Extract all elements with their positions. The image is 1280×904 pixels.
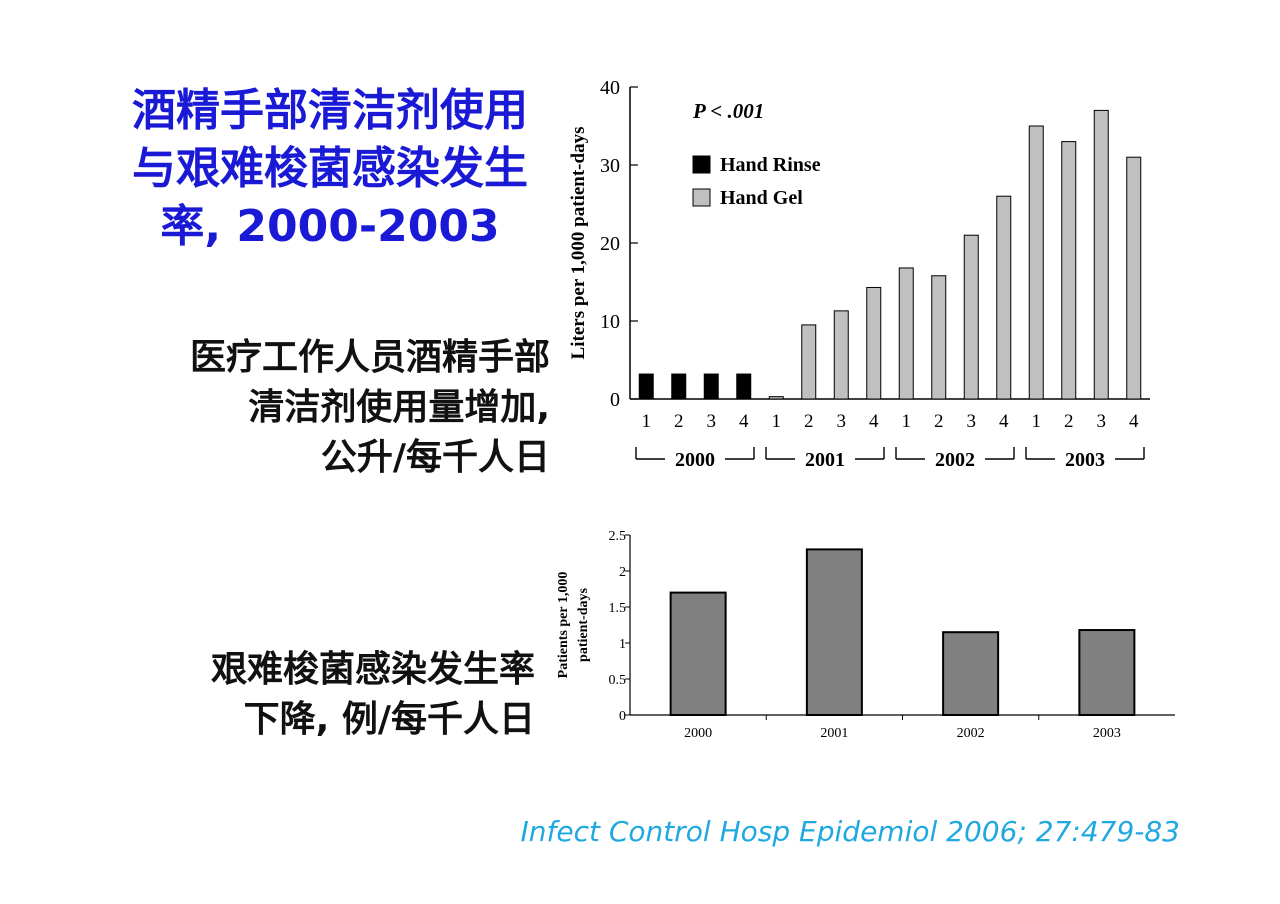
year-label: 2000 bbox=[675, 449, 715, 471]
infection-bar bbox=[805, 548, 863, 717]
hand-gel-bar bbox=[801, 324, 817, 400]
quarter-label: 4 bbox=[1129, 411, 1139, 432]
infection-bar bbox=[942, 631, 1000, 716]
hand-gel-bar bbox=[931, 275, 947, 400]
hand-rinse-bar bbox=[638, 373, 654, 400]
quarter-label: 3 bbox=[1097, 411, 1107, 432]
quarter-label: 1 bbox=[772, 411, 782, 432]
hand-gel-bar bbox=[866, 286, 882, 400]
title-line-1: 酒精手部清洁剂使用 bbox=[132, 85, 528, 136]
infection-bar-chart: 0 0.5 1 1.5 2 2.5 Patients per 1,000 patient-da… bbox=[556, 529, 1175, 741]
usage-description: 医疗工作人员酒精手部 清洁剂使用量增加, 公升/每千人日 bbox=[80, 333, 550, 483]
infection-line-1: 艰难梭菌感染发生率 bbox=[210, 649, 535, 690]
x-tick-label: 2001 bbox=[820, 726, 848, 741]
x-tick-label: 2003 bbox=[1093, 726, 1121, 741]
quarter-label: 2 bbox=[804, 411, 814, 432]
y-axis-label: Liters per 1,000 patient-days bbox=[568, 127, 589, 360]
x-tick-label: 2002 bbox=[957, 726, 985, 741]
quarter-label: 2 bbox=[934, 411, 944, 432]
hand-gel-bar bbox=[963, 234, 979, 400]
y-tick-label: 1 bbox=[619, 637, 626, 652]
hand-rinse-bar bbox=[703, 373, 719, 400]
slide-title: 酒精手部清洁剂使用 与艰难梭菌感染发生 率, 2000-2003 bbox=[100, 82, 560, 256]
hand-gel-bar bbox=[768, 396, 784, 400]
year-label: 2001 bbox=[805, 449, 845, 471]
quarter-label: 1 bbox=[902, 411, 912, 432]
hand-gel-bar bbox=[996, 195, 1012, 400]
hand-gel-bar bbox=[1126, 156, 1142, 400]
infection-description: 艰难梭菌感染发生率 下降, 例/每千人日 bbox=[80, 645, 535, 745]
p-value-annotation: P < .001 bbox=[692, 99, 764, 123]
y-tick-label: 1.5 bbox=[609, 601, 627, 616]
infection-bar bbox=[1078, 629, 1136, 716]
usage-bar-chart: 0 10 20 30 40 Liters per 1,000 patient-days 1 2… bbox=[568, 77, 1150, 471]
hand-gel-bar bbox=[833, 310, 849, 400]
legend-swatch bbox=[692, 155, 711, 174]
quarter-label: 4 bbox=[739, 411, 749, 432]
usage-line-1: 医疗工作人员酒精手部 bbox=[189, 337, 550, 378]
hand-rinse-bar bbox=[736, 373, 752, 400]
quarter-label: 2 bbox=[1064, 411, 1074, 432]
y-tick-label: 0.5 bbox=[609, 673, 627, 688]
title-line-3: 率, 2000-2003 bbox=[160, 201, 500, 252]
quarter-label: 2 bbox=[674, 411, 684, 432]
quarter-label: 1 bbox=[642, 411, 652, 432]
hand-gel-bar bbox=[898, 267, 914, 400]
y-tick-label: 10 bbox=[600, 311, 620, 333]
y-tick-label: 0 bbox=[619, 709, 626, 724]
quarter-label: 1 bbox=[1032, 411, 1042, 432]
usage-line-2: 清洁剂使用量增加, bbox=[248, 387, 550, 428]
y-axis-label: Patients per 1,000 bbox=[556, 572, 571, 679]
quarter-label: 4 bbox=[999, 411, 1009, 432]
y-tick-label: 20 bbox=[600, 233, 620, 255]
infection-line-2: 下降, 例/每千人日 bbox=[243, 699, 535, 740]
y-axis-label: patient-days bbox=[576, 588, 591, 662]
year-label: 2003 bbox=[1065, 449, 1105, 471]
hand-gel-bar bbox=[1061, 141, 1077, 400]
infection-bar bbox=[669, 591, 727, 716]
hand-gel-bar bbox=[1093, 109, 1109, 400]
y-tick-label: 0 bbox=[610, 389, 620, 411]
citation: Infect Control Hosp Epidemiol 2006; 27:4… bbox=[520, 815, 1180, 848]
usage-line-3: 公升/每千人日 bbox=[320, 437, 550, 478]
x-tick-label: 2000 bbox=[684, 726, 712, 741]
quarter-label: 3 bbox=[967, 411, 977, 432]
hand-rinse-bar bbox=[671, 373, 687, 400]
legend-label: Hand Rinse bbox=[720, 154, 821, 176]
quarter-label: 3 bbox=[707, 411, 717, 432]
y-tick-label: 30 bbox=[600, 155, 620, 177]
hand-gel-bar bbox=[1028, 125, 1044, 400]
year-label: 2002 bbox=[935, 449, 975, 471]
legend-swatch bbox=[692, 188, 711, 207]
quarter-label: 4 bbox=[869, 411, 879, 432]
y-tick-label: 2 bbox=[619, 565, 626, 580]
legend-label: Hand Gel bbox=[720, 187, 803, 209]
y-tick-label: 2.5 bbox=[609, 529, 627, 544]
title-line-2: 与艰难梭菌感染发生 bbox=[132, 143, 528, 194]
quarter-label: 3 bbox=[837, 411, 847, 432]
y-tick-label: 40 bbox=[600, 77, 620, 99]
